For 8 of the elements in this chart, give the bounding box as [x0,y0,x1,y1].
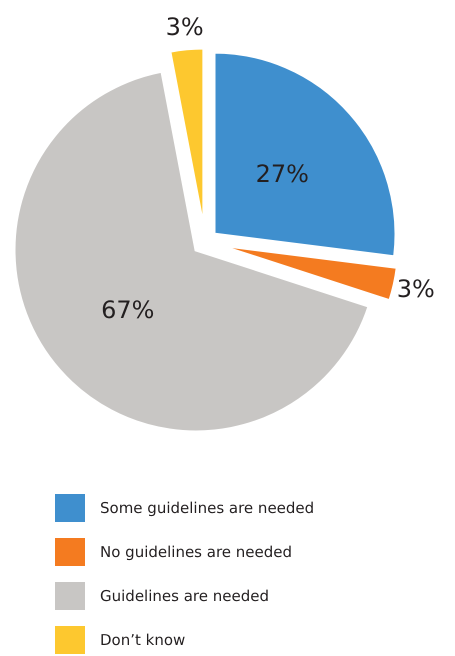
data-label: 67% [101,296,154,324]
legend-label: Don’t know [100,631,186,649]
data-label: 27% [256,160,309,188]
data-label: 3% [166,12,204,41]
legend-label: Some guidelines are needed [100,499,314,517]
legend-label: Guidelines are needed [100,587,269,605]
data-label: 3% [396,275,435,304]
legend-label: No guidelines are needed [100,543,292,561]
